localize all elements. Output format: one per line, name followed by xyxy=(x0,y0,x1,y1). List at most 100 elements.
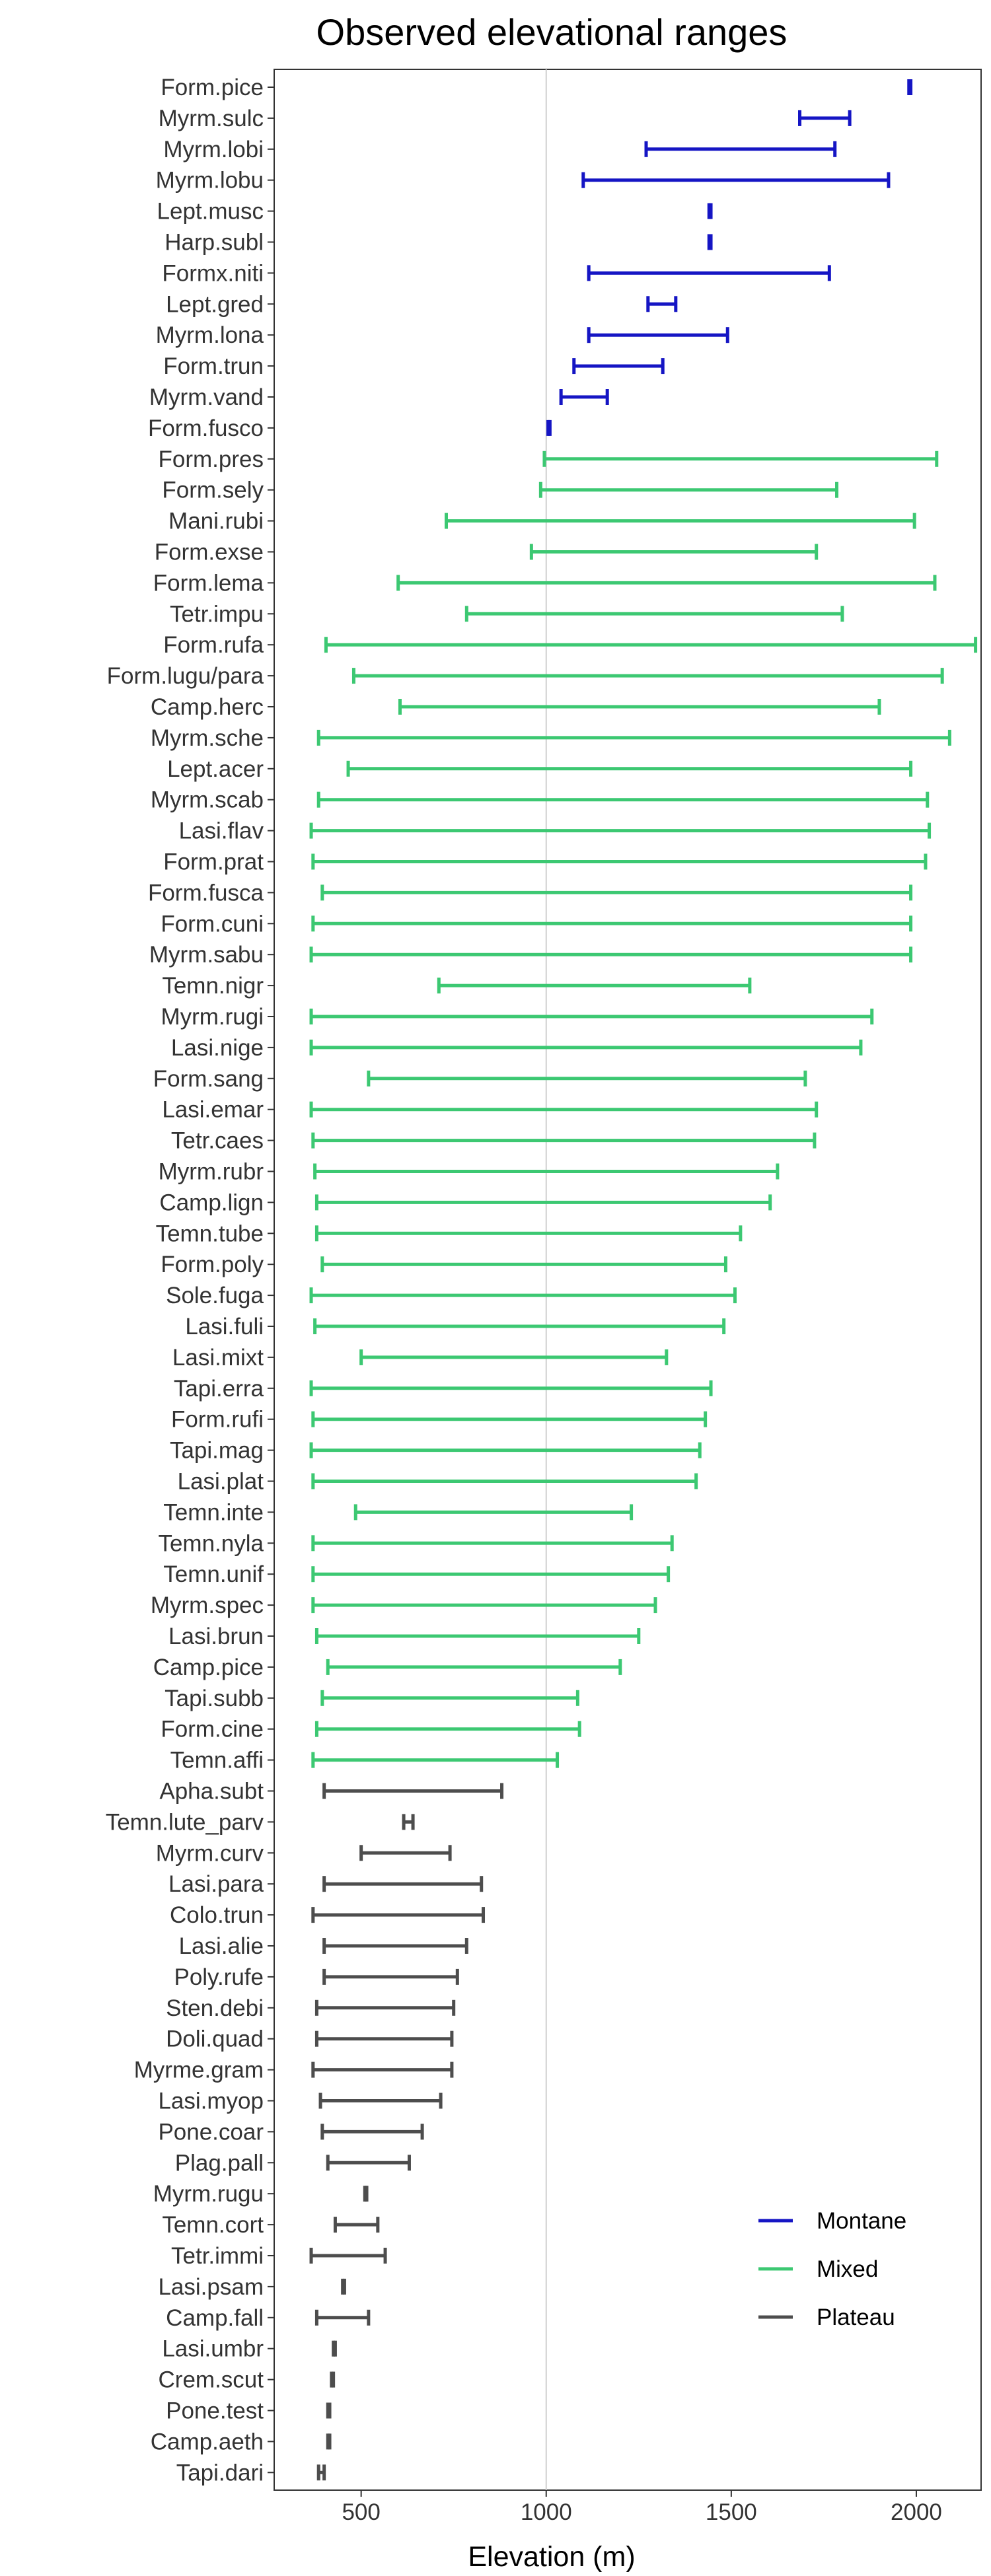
y-tick-label: Form.sang xyxy=(153,1066,264,1092)
range-bar xyxy=(529,544,819,560)
range-bar xyxy=(341,2278,346,2295)
y-tick-label: Myrm.sche xyxy=(151,725,264,751)
range-bar xyxy=(309,947,913,963)
y-tick-label: Myrm.lona xyxy=(156,322,264,348)
range-bar xyxy=(326,2433,332,2450)
y-tick-label: Temn.cort xyxy=(162,2212,264,2238)
legend-label: Mixed xyxy=(817,2256,878,2282)
y-tick-label: Myrm.scab xyxy=(151,787,264,813)
range-bar xyxy=(353,1504,634,1521)
range-bar xyxy=(311,1411,708,1427)
range-bar xyxy=(309,1380,713,1396)
range-bar xyxy=(311,1473,698,1489)
y-tick-label: Lasi.myop xyxy=(158,2089,264,2114)
legend-label: Plateau xyxy=(817,2305,895,2330)
range-bar xyxy=(314,1999,456,2016)
y-tick-label: Lasi.alie xyxy=(179,1933,264,1959)
range-bar xyxy=(314,2030,454,2047)
range-bar xyxy=(326,2402,332,2419)
range-bar xyxy=(320,1256,727,1273)
y-tick-label: Form.lema xyxy=(153,570,264,596)
y-tick-label: Form.trun xyxy=(163,353,264,379)
y-tick-label: Lasi.brun xyxy=(168,1624,264,1649)
range-bar xyxy=(464,606,844,622)
y-tick-label: Lasi.fuli xyxy=(185,1314,264,1340)
y-tick-label: Plag.pall xyxy=(175,2150,264,2176)
y-tick-label: Lasi.nige xyxy=(171,1035,264,1061)
range-bar xyxy=(316,2464,326,2481)
range-bar xyxy=(326,1659,622,1675)
y-tick-label: Myrm.spec xyxy=(151,1592,264,1618)
panel-border xyxy=(274,69,982,2491)
y-tick-label: Form.fusco xyxy=(148,415,264,441)
range-bar xyxy=(797,110,852,126)
y-tick-label: Poly.rufe xyxy=(174,1964,264,1990)
y-tick-label: Myrm.curv xyxy=(156,1840,264,1866)
range-bar xyxy=(309,2248,387,2264)
range-bar xyxy=(309,1101,819,1118)
range-bar xyxy=(437,978,752,994)
y-tick-label: Form.sely xyxy=(162,478,264,503)
y-tick-label: Tetr.impu xyxy=(170,601,264,627)
y-tick-label: Temn.nyla xyxy=(158,1530,264,1556)
y-tick-label: Myrm.lobi xyxy=(163,137,264,162)
x-axis-label: Elevation (m) xyxy=(468,2541,635,2573)
range-bar xyxy=(314,1628,641,1644)
range-bar xyxy=(351,668,944,684)
chart-title: Observed elevational ranges xyxy=(316,11,788,53)
y-tick-label: Lasi.flav xyxy=(179,818,264,844)
x-tick-label: 1500 xyxy=(706,2499,757,2525)
range-bar xyxy=(324,637,978,653)
range-bar xyxy=(559,389,609,405)
legend-item: Montane xyxy=(758,2208,906,2234)
range-bar xyxy=(398,699,881,715)
y-tick-label: Temn.nigr xyxy=(162,973,264,999)
range-bar xyxy=(309,822,932,839)
y-tick-label: Form.rufi xyxy=(171,1407,264,1433)
y-tick-label: Lasi.umbr xyxy=(162,2336,264,2362)
legend: Montane Mixed Plateau xyxy=(758,2208,906,2330)
y-tick-label: Lasi.psam xyxy=(158,2274,264,2300)
y-tick-label: Sten.debi xyxy=(166,1995,264,2021)
y-tick-label: Camp.pice xyxy=(153,1655,264,1680)
range-bar xyxy=(644,141,837,157)
y-tick-label: Myrm.lobu xyxy=(156,168,264,194)
y-tick-label: Form.fusca xyxy=(148,880,264,906)
y-tick-label: Temn.unif xyxy=(163,1561,264,1587)
range-bar xyxy=(309,1039,863,1055)
plot-area: 500 1000 1500 2000 Form.pice Myrm.sulc Myrm.lo… xyxy=(106,69,982,2525)
y-tick-label: Form.cine xyxy=(161,1717,264,1742)
y-tick-label: Lasi.mixt xyxy=(172,1345,264,1371)
y-tick-label: Tetr.immi xyxy=(171,2243,264,2269)
y-tick-label: Camp.fall xyxy=(166,2305,264,2331)
y-tick-label: Myrm.sulc xyxy=(159,106,264,131)
y-tick-label: Formx.niti xyxy=(162,260,264,286)
y-tick-label: Lept.musc xyxy=(157,199,264,225)
range-bar xyxy=(359,1349,669,1365)
range-bar xyxy=(444,513,916,529)
range-bar xyxy=(322,1876,484,1892)
range-bar xyxy=(572,358,665,375)
range-bar xyxy=(907,79,913,95)
range-bar xyxy=(330,2371,336,2388)
range-bar xyxy=(332,2340,337,2357)
legend-item: Plateau xyxy=(758,2305,895,2330)
y-tick-label: Myrme.gram xyxy=(134,2057,264,2083)
range-bar xyxy=(707,234,713,250)
range-bar xyxy=(311,1132,817,1149)
range-bar xyxy=(311,1535,674,1552)
y-tick-label: Tapi.subb xyxy=(165,1686,264,1711)
range-bar xyxy=(311,1566,671,1583)
range-bar xyxy=(707,203,713,219)
y-tick-label: Tapi.dari xyxy=(176,2460,264,2486)
range-bar xyxy=(316,791,930,808)
y-tick-label: Lasi.plat xyxy=(178,1469,264,1495)
range-bar xyxy=(322,1938,468,1954)
y-tick-label: Tapi.erra xyxy=(174,1376,264,1402)
range-bar xyxy=(309,1287,737,1304)
y-tick-label: Myrm.vand xyxy=(149,384,264,410)
range-bar xyxy=(309,1009,874,1024)
range-bar xyxy=(311,1752,560,1768)
